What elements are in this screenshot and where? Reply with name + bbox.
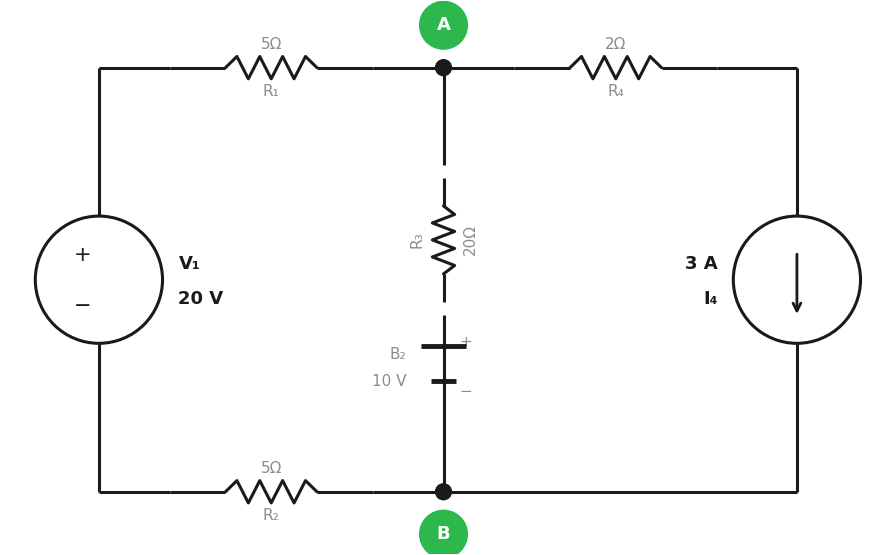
- Circle shape: [435, 484, 451, 500]
- Text: I₄: I₄: [702, 290, 717, 308]
- Text: B₂: B₂: [389, 347, 406, 362]
- Text: +: +: [74, 245, 92, 265]
- Text: +: +: [459, 335, 471, 350]
- Circle shape: [419, 510, 467, 555]
- Text: R₄: R₄: [607, 84, 624, 99]
- Text: 10 V: 10 V: [371, 374, 406, 389]
- Text: 20Ω: 20Ω: [462, 224, 477, 255]
- Text: −: −: [74, 296, 91, 316]
- Text: R₂: R₂: [262, 508, 279, 523]
- Circle shape: [419, 2, 467, 49]
- Text: 3 A: 3 A: [684, 255, 717, 273]
- Text: −: −: [459, 385, 471, 400]
- Text: 5Ω: 5Ω: [260, 461, 282, 476]
- Text: A: A: [436, 16, 450, 34]
- Text: 5Ω: 5Ω: [260, 37, 282, 52]
- Text: R₁: R₁: [262, 84, 279, 99]
- Text: R₃: R₃: [409, 231, 424, 248]
- Text: 2Ω: 2Ω: [604, 37, 626, 52]
- Circle shape: [435, 60, 451, 75]
- Text: V₁: V₁: [178, 255, 200, 273]
- Text: 20 V: 20 V: [178, 290, 223, 308]
- Text: B: B: [436, 525, 450, 543]
